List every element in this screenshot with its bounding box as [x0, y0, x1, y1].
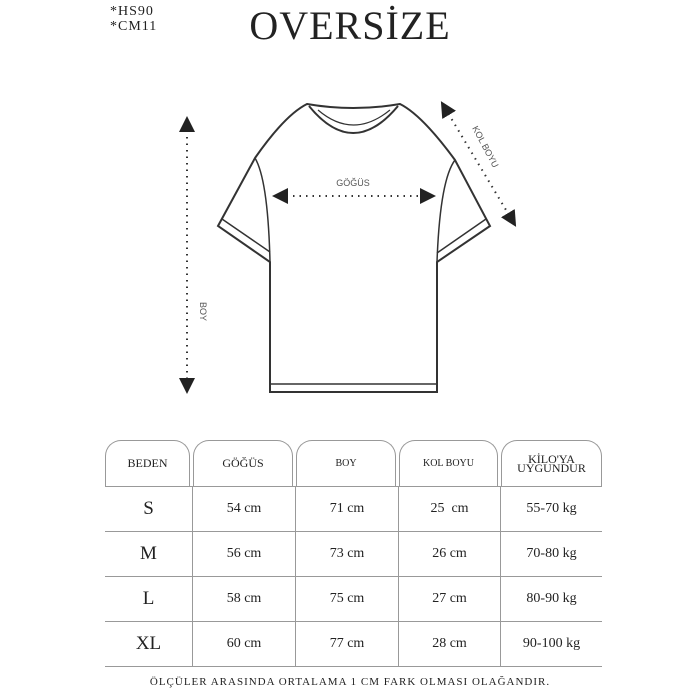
length-label: BOY	[198, 302, 208, 321]
sleeve-label: KOL BOYU	[470, 124, 500, 169]
chest-label: GÖĞÜS	[336, 178, 370, 188]
header-sleeve: KOL BOYU	[399, 440, 498, 486]
value-cell: 27 cm	[399, 577, 501, 621]
size-table: BEDEN GÖĞÜS BOY KOL BOYU KİLO'YA UYGUNDU…	[105, 440, 602, 667]
value-cell: 60 cm	[193, 622, 296, 666]
value-cell: 56 cm	[193, 532, 296, 576]
code-1: *HS90	[110, 4, 154, 19]
size-cell: S	[105, 487, 193, 531]
value-cell: 77 cm	[296, 622, 399, 666]
value-cell: 80-90 kg	[526, 591, 577, 606]
value-cell: 25 cm	[399, 487, 501, 531]
tshirt-outline	[216, 102, 492, 393]
tshirt-diagram: GÖĞÜS KOL BOYU BOY	[179, 101, 517, 394]
value-cell: 71 cm	[296, 487, 399, 531]
header-chest: GÖĞÜS	[193, 440, 293, 486]
table-header: BEDEN GÖĞÜS BOY KOL BOYU KİLO'YA UYGUNDU…	[105, 440, 602, 487]
value-cell: 58 cm	[193, 577, 296, 621]
header-weight: KİLO'YA UYGUNDUR	[501, 440, 602, 486]
value-cell: 26 cm	[399, 532, 501, 576]
page-title: OVERSİZE	[249, 3, 451, 48]
value-cell: 54 cm	[193, 487, 296, 531]
footer-note: ÖLÇÜLER ARASINDA ORTALAMA 1 CM FARK OLMA…	[149, 676, 551, 688]
value-cell: 55-70 kg	[526, 501, 577, 516]
header-size: BEDEN	[105, 440, 190, 486]
size-cell: L	[105, 577, 193, 621]
table-row: L 58 cm 75 cm 27 cm 80-90 kg	[105, 577, 602, 622]
value-cell: 90-100 kg	[522, 636, 581, 651]
size-cell: M	[105, 532, 193, 576]
value-cell: 28 cm	[399, 622, 501, 666]
value-cell: 75 cm	[296, 577, 399, 621]
header-length: BOY	[296, 440, 396, 486]
sleeve-arrow	[440, 101, 517, 227]
product-codes: *HS90 *CM11	[110, 4, 157, 34]
code-2: *CM11	[110, 19, 158, 34]
value-cell: 70-80 kg	[526, 546, 577, 561]
value-cell: 73 cm	[296, 532, 399, 576]
table-row: XL 60 cm 77 cm 28 cm 90-100 kg	[105, 622, 602, 667]
table-row: S 54 cm 71 cm 25 cm 55-70 kg	[105, 487, 602, 532]
table-row: M 56 cm 73 cm 26 cm 70-80 kg	[105, 532, 602, 577]
size-cell: XL	[105, 622, 193, 666]
